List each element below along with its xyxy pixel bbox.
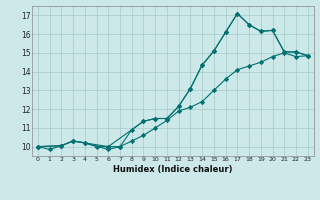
X-axis label: Humidex (Indice chaleur): Humidex (Indice chaleur) (113, 165, 233, 174)
